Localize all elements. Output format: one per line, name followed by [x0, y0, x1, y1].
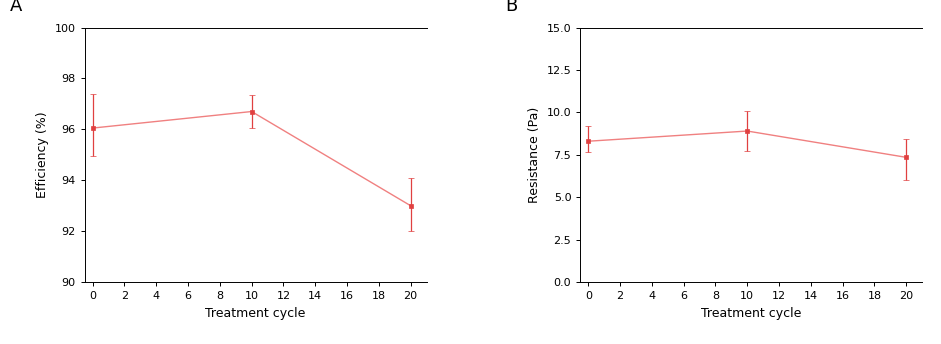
- Text: B: B: [505, 0, 518, 15]
- Y-axis label: Efficiency (%): Efficiency (%): [36, 111, 49, 198]
- X-axis label: Treatment cycle: Treatment cycle: [205, 307, 306, 320]
- Y-axis label: Resistance (Pa): Resistance (Pa): [528, 107, 541, 203]
- X-axis label: Treatment cycle: Treatment cycle: [701, 307, 802, 320]
- Text: A: A: [9, 0, 22, 15]
